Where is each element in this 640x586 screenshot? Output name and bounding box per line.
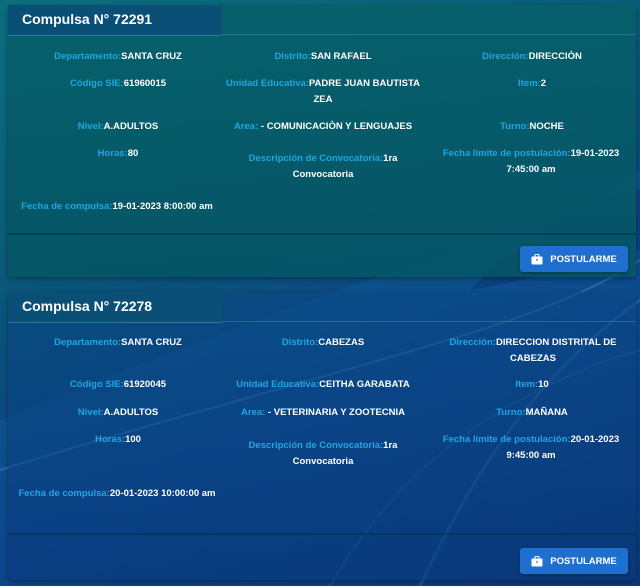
fecha-compulsa-field: Fecha de compulsa:20-01-2023 10:00:00 am [12, 486, 222, 502]
postularme-label: POSTULARME [550, 555, 617, 567]
nivel-field: Nivel:A.ADULTOS [8, 119, 228, 135]
departamento-field: Departamento:SANTA CRUZ [8, 49, 228, 65]
departamento-label: Departamento: [54, 337, 122, 348]
fecha-compulsa-value: 20-01-2023 10:00:00 am [109, 488, 216, 499]
turno-label: Turno: [500, 121, 530, 132]
codigo-sie-label: Código SIE: [69, 379, 124, 390]
descripcion-value: 1ra Convocatoria [292, 440, 398, 467]
distrito-value: SAN RAFAEL [310, 51, 372, 62]
direccion-field: Dirección:DIRECCION DISTRITAL DE CABEZAS [430, 335, 636, 367]
item-field: Item:2 [428, 76, 636, 92]
item-value: 2 [540, 78, 546, 89]
descripcion-field: Descripción de Convocatoria:1ra Convocat… [230, 151, 416, 183]
nivel-label: Nivel: [77, 121, 104, 132]
compulsa-card: Compulsa N° 72291 Departamento:SANTA CRU… [8, 5, 636, 277]
briefcase-icon [531, 555, 543, 566]
distrito-label: Distrito: [281, 337, 319, 348]
horas-field: Horas:100 [8, 432, 228, 448]
turno-value: NOCHE [529, 121, 564, 132]
horas-label: Horas: [95, 434, 126, 445]
departamento-value: SANTA CRUZ [121, 51, 182, 62]
descripcion-label: Descripción de Convocatoria: [248, 153, 384, 164]
unidad-educativa-value: PADRE JUAN BAUTISTA ZEA [308, 78, 420, 105]
fecha-limite-value: 19-01-2023 7:45:00 am [506, 148, 620, 175]
card-divider [8, 233, 636, 235]
card-header: Compulsa N° 72291 [8, 5, 222, 36]
item-value: 10 [538, 379, 549, 390]
horas-value: 100 [125, 434, 141, 445]
direccion-value: DIRECCIÒN [528, 51, 582, 62]
fecha-limite-value: 20-01-2023 9:45:00 am [506, 434, 620, 461]
direccion-label: Dirección: [449, 337, 496, 348]
nivel-field: Nivel:A.ADULTOS [8, 405, 228, 421]
nivel-label: Nivel: [77, 407, 104, 418]
codigo-sie-value: 61920045 [123, 379, 167, 390]
header-divider [222, 34, 636, 35]
area-field: Area: - COMUNICACIÒN Y LENGUAJES [218, 119, 428, 135]
unidad-educativa-label: Unidad Educativa: [236, 379, 320, 390]
nivel-value: A.ADULTOS [103, 121, 159, 132]
distrito-field: Distrito:SAN RAFAEL [218, 49, 428, 65]
card-title: Compulsa N° 72291 [22, 11, 153, 27]
horas-label: Horas: [97, 148, 128, 159]
fecha-limite-field: Fecha limite de postulación:19-01-2023 7… [426, 146, 636, 178]
codigo-sie-field: Código SIE:61920045 [8, 377, 228, 393]
unidad-educativa-field: Unidad Educativa:PADRE JUAN BAUTISTA ZEA [220, 76, 426, 108]
codigo-sie-field: Código SIE:61960015 [8, 76, 228, 92]
fecha-limite-label: Fecha limite de postulación: [442, 148, 571, 159]
turno-label: Turno: [496, 407, 526, 418]
turno-field: Turno:MAÑANA [428, 405, 636, 421]
fecha-compulsa-label: Fecha de compulsa: [21, 201, 113, 212]
direccion-value: DIRECCION DISTRITAL DE CABEZAS [495, 337, 617, 364]
unidad-educativa-field: Unidad Educativa:CEITHA GARABATA [218, 377, 428, 393]
unidad-educativa-label: Unidad Educativa: [226, 78, 309, 89]
area-field: Area: - VETERINARIA Y ZOOTECNIA [218, 405, 428, 421]
briefcase-icon [531, 253, 543, 264]
descripcion-value: 1ra Convocatoria [292, 153, 398, 180]
departamento-label: Departamento: [54, 51, 122, 62]
turno-field: Turno:NOCHE [428, 119, 636, 135]
direccion-field: Dirección:DIRECCIÒN [428, 49, 636, 65]
card-divider [8, 533, 636, 535]
direccion-label: Dirección: [482, 51, 529, 62]
distrito-value: CABEZAS [318, 337, 365, 348]
area-label: Area: [233, 121, 259, 132]
fecha-limite-label: Fecha limite de postulación: [442, 434, 571, 445]
header-divider [222, 321, 636, 322]
distrito-label: Distrito: [274, 51, 311, 62]
nivel-value: A.ADULTOS [103, 407, 159, 418]
codigo-sie-label: Código SIE: [69, 78, 124, 89]
fecha-compulsa-value: 19-01-2023 8:00:00 am [112, 201, 213, 212]
area-label: Area: [241, 407, 266, 418]
horas-value: 80 [127, 148, 139, 159]
fecha-compulsa-field: Fecha de compulsa:19-01-2023 8:00:00 am [10, 199, 224, 215]
card-header: Compulsa N° 72278 [8, 292, 222, 323]
area-value: - VETERINARIA Y ZOOTECNIA [265, 407, 405, 418]
area-value: - COMUNICACIÒN Y LENGUAJES [258, 121, 413, 132]
compulsa-card: Compulsa N° 72278 Departamento:SANTA CRU… [8, 292, 636, 580]
fecha-limite-field: Fecha limite de postulación:20-01-2023 9… [426, 432, 636, 464]
postularme-button[interactable]: POSTULARME [520, 548, 628, 574]
descripcion-field: Descripción de Convocatoria:1ra Convocat… [230, 438, 416, 470]
codigo-sie-value: 61960015 [123, 78, 167, 89]
departamento-field: Departamento:SANTA CRUZ [8, 335, 228, 351]
card-title: Compulsa N° 72278 [22, 298, 153, 314]
postularme-label: POSTULARME [550, 253, 617, 265]
horas-field: Horas:80 [8, 146, 228, 162]
fecha-compulsa-label: Fecha de compulsa: [18, 488, 110, 499]
distrito-field: Distrito:CABEZAS [218, 335, 428, 351]
descripcion-label: Descripción de Convocatoria: [248, 440, 384, 451]
unidad-educativa-value: CEITHA GARABATA [319, 379, 410, 390]
item-label: Item: [518, 78, 541, 89]
item-field: Item:10 [428, 377, 636, 393]
turno-value: MAÑANA [525, 407, 568, 418]
item-label: Item: [515, 379, 539, 390]
postularme-button[interactable]: POSTULARME [520, 246, 628, 272]
departamento-value: SANTA CRUZ [121, 337, 182, 348]
